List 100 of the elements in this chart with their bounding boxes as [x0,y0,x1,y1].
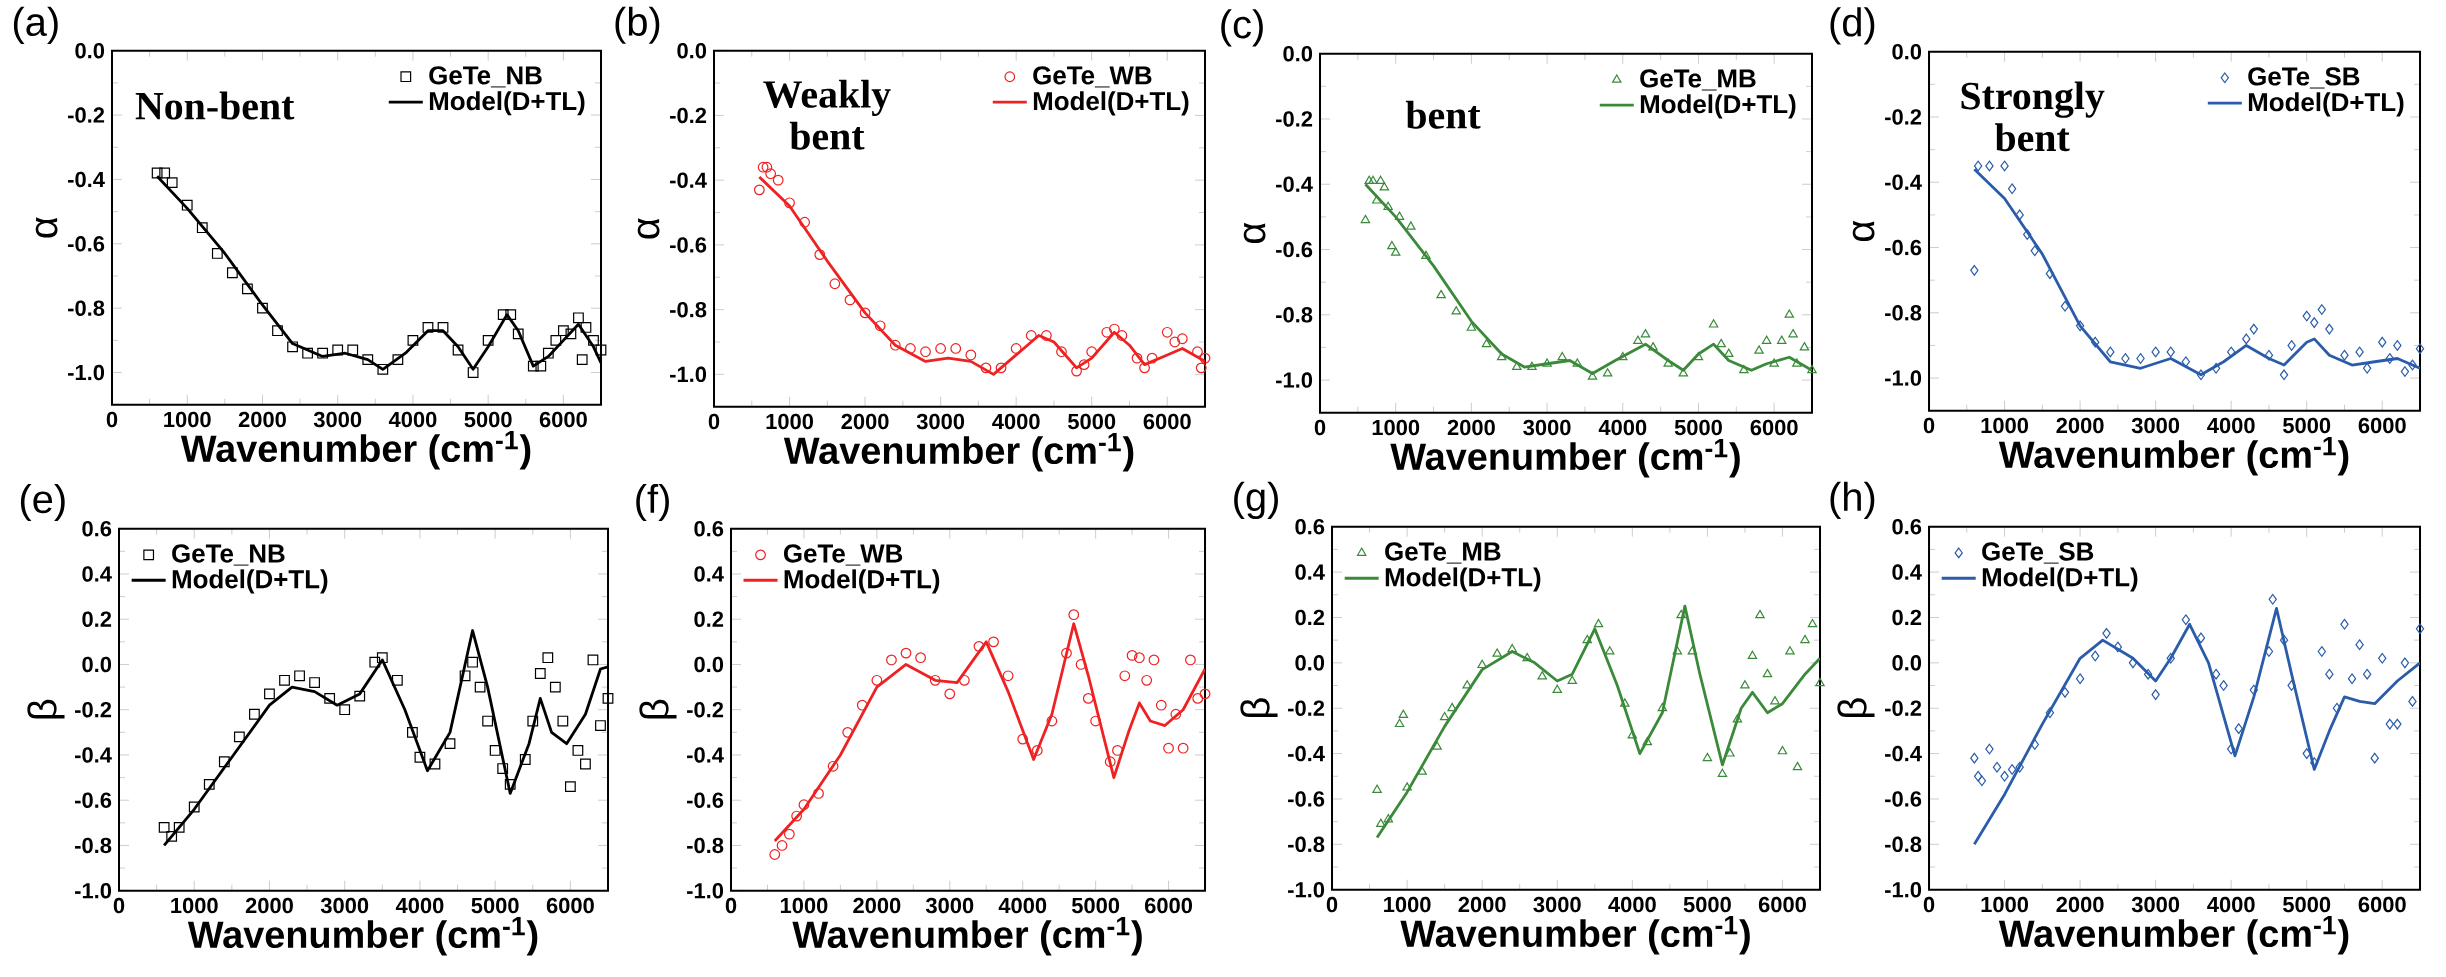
point [257,302,268,314]
x-tick-label: 4000 [2207,417,2255,434]
point [1383,201,1393,211]
point [1732,714,1743,723]
point [791,810,803,822]
annotation: bent [1405,100,1481,129]
point [1785,646,1795,655]
point [1432,741,1442,750]
point [573,312,584,324]
point [2317,304,2327,316]
point [572,745,584,756]
x-tick-label: 0 [1923,417,1935,434]
point [595,344,607,356]
annotation: Non-bent [135,91,295,120]
point [1017,733,1029,745]
point [2415,343,2425,355]
y-tick-label: 0.6 [694,521,724,537]
point [2362,363,2372,374]
point [814,249,826,261]
point [950,343,962,354]
y-axis-title: α [637,218,660,239]
x-tick-label: 1000 [1981,417,2029,434]
y-tick-label: -1.0 [68,364,105,381]
point [1481,338,1492,348]
y-tick-label: 0.6 [1295,519,1325,535]
point [527,715,539,727]
point [2060,687,2070,698]
point [2340,349,2349,361]
point [2000,771,2009,782]
y-tick-label: 0.0 [677,43,707,59]
point [1740,680,1750,689]
y-tick-label: -0.4 [68,171,105,188]
point [1046,715,1058,727]
point [1687,646,1698,655]
point [1075,659,1087,671]
point [595,720,606,732]
point [437,322,449,334]
x-axis-title: Wavenumber (cm$^{-1}$) [187,917,538,956]
point [324,693,336,704]
point [1769,358,1779,367]
x-tick-label: 0 [1326,896,1338,913]
point [2279,369,2289,381]
point [827,761,839,772]
point [1792,358,1802,367]
x-tick-label: 4000 [998,897,1047,914]
point [1708,319,1719,328]
point [2385,718,2394,730]
point [602,693,614,704]
point [2075,320,2085,332]
point [542,652,554,664]
y-tick-label: 0.0 [694,656,724,673]
point [527,360,539,372]
point [2325,323,2334,335]
legend-label: Model(D+TL) [784,569,940,594]
x-tick-label: 0 [1314,419,1326,436]
x-tick-label: 3000 [925,897,974,914]
y-tick-label: -0.6 [1276,241,1313,258]
point [2166,346,2175,358]
point [1010,343,1022,354]
x-tick-label: 3000 [313,411,362,428]
x-axis-title: Wavenumber (cm$^{-1}$) [1390,439,1740,478]
point [1071,365,1082,377]
point [1056,346,1067,358]
y-tick-label: 0.6 [1892,519,1922,535]
y-tick-label: -0.6 [75,792,112,809]
point [550,335,562,346]
y-tick-label: 0.0 [75,43,105,59]
point [1557,351,1567,361]
point [1104,756,1116,768]
point [973,641,985,652]
point [765,168,777,180]
point [2075,673,2085,685]
x-axis-title: Wavenumber (cm$^{-1}$) [1998,437,2349,476]
point [1496,351,1507,361]
point [1360,214,1371,224]
point [580,322,592,334]
y-tick-label: -1.0 [75,883,112,899]
point [905,343,916,354]
point [242,283,253,295]
point [1372,195,1382,204]
point [1648,342,1658,351]
x-tick-label: 6000 [539,411,587,428]
point [844,294,856,306]
y-tick-label: -1.0 [1885,370,1922,386]
point [2007,764,2017,776]
point [504,779,516,790]
point [565,328,577,340]
point [2355,639,2364,651]
point [2023,229,2032,241]
x-tick-label: 2000 [2056,896,2104,913]
point [783,828,795,840]
point [2408,359,2417,371]
x-tick-label: 0 [725,897,737,914]
point [2121,353,2130,365]
y-tick-label: -1.0 [1885,882,1922,898]
x-tick-label: 2000 [2056,417,2104,434]
point [332,344,344,356]
point [2091,650,2100,662]
point [249,708,260,720]
y-tick-label: 0.0 [1892,44,1922,60]
